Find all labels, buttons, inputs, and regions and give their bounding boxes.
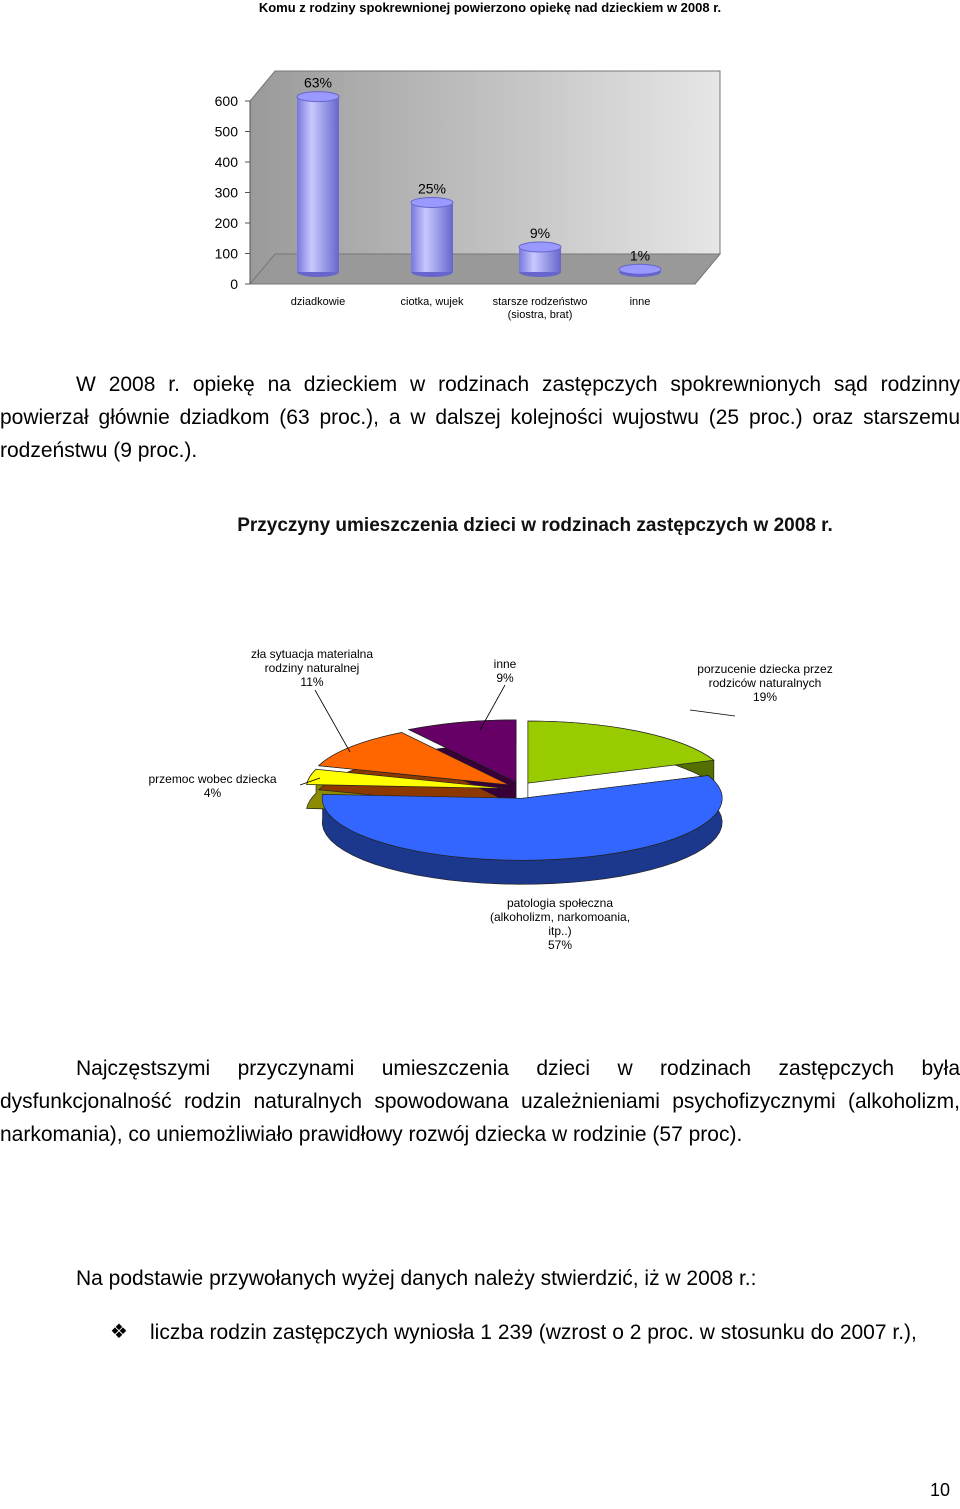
paragraph: Najczęstszymi przyczynami umieszczenia d…: [0, 1057, 960, 1146]
slice-value-label: 9%: [496, 671, 514, 685]
slice-category: patologia społeczna (alkoholizm, narkomo…: [489, 896, 631, 938]
x-tick-label: inne: [629, 296, 651, 308]
bar-annotation: 1%: [630, 247, 650, 263]
slice: [527, 720, 715, 784]
bar-annotation: 63%: [304, 75, 332, 91]
x-tick-label: starsze rodzeństwo (siostra, brat): [492, 296, 588, 321]
bar: [411, 202, 453, 272]
slice: [317, 732, 510, 786]
pie-chart-title: Przyczyny umieszczenia dzieci w rodzinac…: [237, 515, 833, 536]
slice-value-label: 4%: [203, 786, 222, 800]
paragraph: Na podstawie przywołanych wyżej danych n…: [76, 1267, 757, 1290]
y-tick-label: 100: [215, 246, 239, 262]
slice-value-label: 11%: [300, 675, 324, 689]
leader-line: [314, 689, 351, 753]
plot-floor: [248, 253, 722, 285]
leader-line: [479, 684, 506, 731]
x-tick-label: dziadkowie: [290, 296, 346, 308]
bullet-icon: ❖: [110, 1321, 128, 1343]
y-tick-label: 200: [215, 215, 239, 231]
slice: [306, 768, 507, 789]
slice-category: przemoc wobec dziecka: [148, 772, 277, 786]
bar-chart-title: Komu z rodziny spokrewnionej powierzono …: [258, 0, 722, 15]
bar: [297, 96, 339, 272]
x-tick-label: ciotka, wujek: [400, 296, 464, 308]
bar-top: [518, 241, 562, 253]
bar-annotation: 25%: [418, 180, 446, 196]
paragraph: W 2008 r. opiekę na dzieckiem w rodzinac…: [0, 373, 960, 462]
bar-top: [296, 91, 340, 103]
bar-top: [618, 263, 662, 275]
slice-label: porzucenie dziecka przez rodziców natura…: [685, 662, 845, 704]
slice-value-label: 57%: [547, 938, 573, 952]
slice-label: przemoc wobec dziecka 4%: [130, 772, 295, 800]
slice-value-label: 19%: [752, 690, 778, 704]
slice: [321, 775, 723, 861]
leader-line: [689, 709, 736, 717]
page-number: 10: [930, 1480, 951, 1500]
bullet-item: liczba rodzin zastępczych wyniosła 1 239…: [150, 1321, 917, 1344]
bar-top: [410, 196, 454, 208]
y-tick-label: 400: [215, 154, 239, 170]
y-tick-label: 500: [215, 124, 239, 140]
leader-line: [299, 777, 321, 786]
y-tick-label: 600: [215, 93, 239, 109]
y-tick-label: 0: [230, 276, 238, 292]
slice-label: inne 9%: [465, 657, 545, 685]
slice: [407, 719, 517, 783]
slice-label: zła sytuacja materialna rodziny naturaln…: [232, 647, 392, 689]
slice-category: inne: [493, 657, 517, 671]
y-tick-label: 300: [215, 185, 239, 201]
bar-annotation: 9%: [530, 225, 550, 241]
slice-category: porzucenie dziecka przez rodziców natura…: [697, 662, 833, 690]
slice-label: patologia społeczna (alkoholizm, narkomo…: [485, 896, 635, 952]
slice-category: zła sytuacja materialna rodziny naturaln…: [250, 647, 374, 675]
